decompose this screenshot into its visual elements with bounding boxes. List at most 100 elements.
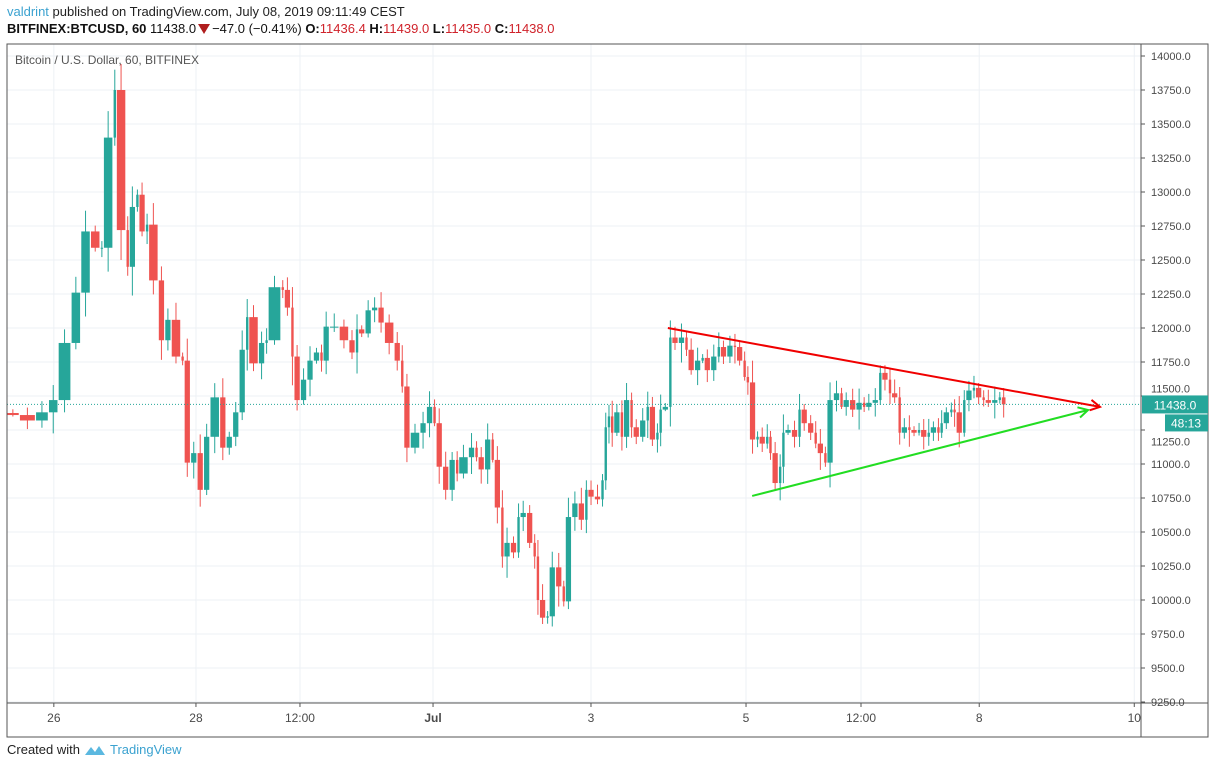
candle-body	[491, 439, 494, 460]
candle-body	[607, 416, 611, 428]
candle-body	[323, 326, 329, 361]
candle-body	[778, 466, 782, 484]
trendlines[interactable]	[667, 327, 1103, 497]
candle-body	[872, 400, 878, 403]
candle-body	[856, 402, 862, 410]
candle-body	[100, 247, 104, 249]
x-tick-label: 5	[743, 711, 750, 725]
close-label: C:	[494, 21, 509, 36]
tradingview-logo-icon	[84, 745, 105, 755]
candle-body	[220, 397, 226, 448]
candle-body	[743, 360, 746, 377]
candle-body	[249, 317, 258, 364]
y-tick-label: 11000.0	[1151, 459, 1190, 471]
candle-body	[355, 329, 359, 353]
candle-body	[384, 322, 394, 343]
candle-body	[620, 412, 624, 437]
candle-body	[908, 427, 911, 430]
x-tick-label: 26	[47, 711, 61, 725]
candle-body	[656, 432, 659, 440]
candle-body	[210, 397, 219, 437]
candle-body	[824, 453, 827, 463]
candle-body	[640, 420, 646, 437]
symbol-info: BITFINEX:BTCUSD, 60 11438.0 −47.0 (−0.41%…	[7, 21, 554, 36]
candle-body	[48, 400, 58, 413]
candle-body	[972, 387, 976, 391]
candle-body	[814, 432, 817, 444]
y-tick-label: 10500.0	[1151, 527, 1191, 539]
candle-body	[371, 307, 378, 311]
candle-body	[772, 453, 778, 484]
candle-body	[766, 436, 769, 444]
candle-body	[646, 406, 649, 421]
candle-body	[701, 357, 704, 361]
y-tick-label: 11250.0	[1151, 436, 1190, 448]
candle-body	[862, 402, 866, 407]
candle-body	[284, 289, 291, 308]
candle-body	[468, 447, 475, 458]
y-tick-label: 12500.0	[1151, 255, 1191, 267]
candle-body	[158, 280, 165, 341]
candle-body	[139, 194, 145, 232]
candle-body	[226, 436, 232, 448]
candle-body	[330, 326, 339, 328]
candle-body	[888, 379, 892, 394]
candle-body	[601, 480, 604, 500]
y-tick-label: 12750.0	[1151, 221, 1191, 233]
high-label: H:	[369, 21, 384, 36]
x-tick-label: 8	[976, 711, 983, 725]
candle-body	[585, 489, 588, 520]
axes: 9250.0 9500.0 9750.0 10000.0 10250.0 10500.0 1…	[6, 43, 1209, 738]
y-tick-label: 9750.0	[1151, 629, 1185, 641]
candle-body	[594, 496, 601, 500]
candle-body	[475, 447, 478, 458]
candle-body	[126, 230, 129, 267]
candle-body	[394, 342, 400, 361]
candle-body	[917, 430, 921, 433]
candle-body	[801, 409, 807, 424]
author-link[interactable]: valdrint	[7, 4, 49, 19]
candle-body	[578, 503, 584, 520]
candle-body	[401, 360, 404, 387]
candle-body	[171, 319, 181, 357]
candle-body	[985, 400, 991, 403]
candle-body	[478, 457, 484, 470]
low-value: 11435.0	[445, 21, 492, 36]
candle-body	[71, 292, 81, 343]
tradingview-link[interactable]: TradingView	[109, 742, 182, 757]
y-tick-label: 9500.0	[1151, 663, 1185, 675]
footer: Created with TradingView	[7, 742, 182, 757]
candle-body	[953, 409, 956, 413]
y-tick-label: 13250.0	[1151, 153, 1191, 165]
candle-body	[659, 409, 662, 433]
candle-body	[265, 340, 268, 343]
candle-body	[614, 412, 620, 433]
last-price: 11438.0	[150, 21, 197, 36]
candle-body	[307, 360, 313, 380]
high-value: 11439.0	[383, 21, 430, 36]
y-tick-label: 10750.0	[1151, 493, 1191, 505]
candle-body	[485, 439, 491, 470]
candle-body	[184, 360, 190, 463]
candle-body	[420, 423, 426, 433]
candle-body	[1001, 397, 1006, 405]
grid	[7, 44, 1141, 703]
x-tick-label: 12:00	[846, 711, 876, 725]
candle-body	[300, 379, 307, 401]
y-tick-label: 12250.0	[1151, 289, 1191, 301]
open-label: O:	[305, 21, 320, 36]
candle-body	[565, 517, 572, 602]
candle-body	[791, 430, 798, 437]
candle-body	[850, 400, 856, 410]
open-value: 11436.4	[319, 21, 366, 36]
chart-frame	[6, 43, 1209, 738]
candle-body	[808, 423, 814, 433]
chart-title: Bitcoin / U.S. Dollar, 60, BITFINEX	[15, 53, 200, 67]
candle-body	[291, 307, 294, 357]
candle-body	[165, 319, 171, 341]
candle-body	[313, 352, 320, 361]
candle-body	[898, 397, 901, 433]
candles	[7, 63, 1141, 627]
candle-body	[129, 206, 135, 267]
